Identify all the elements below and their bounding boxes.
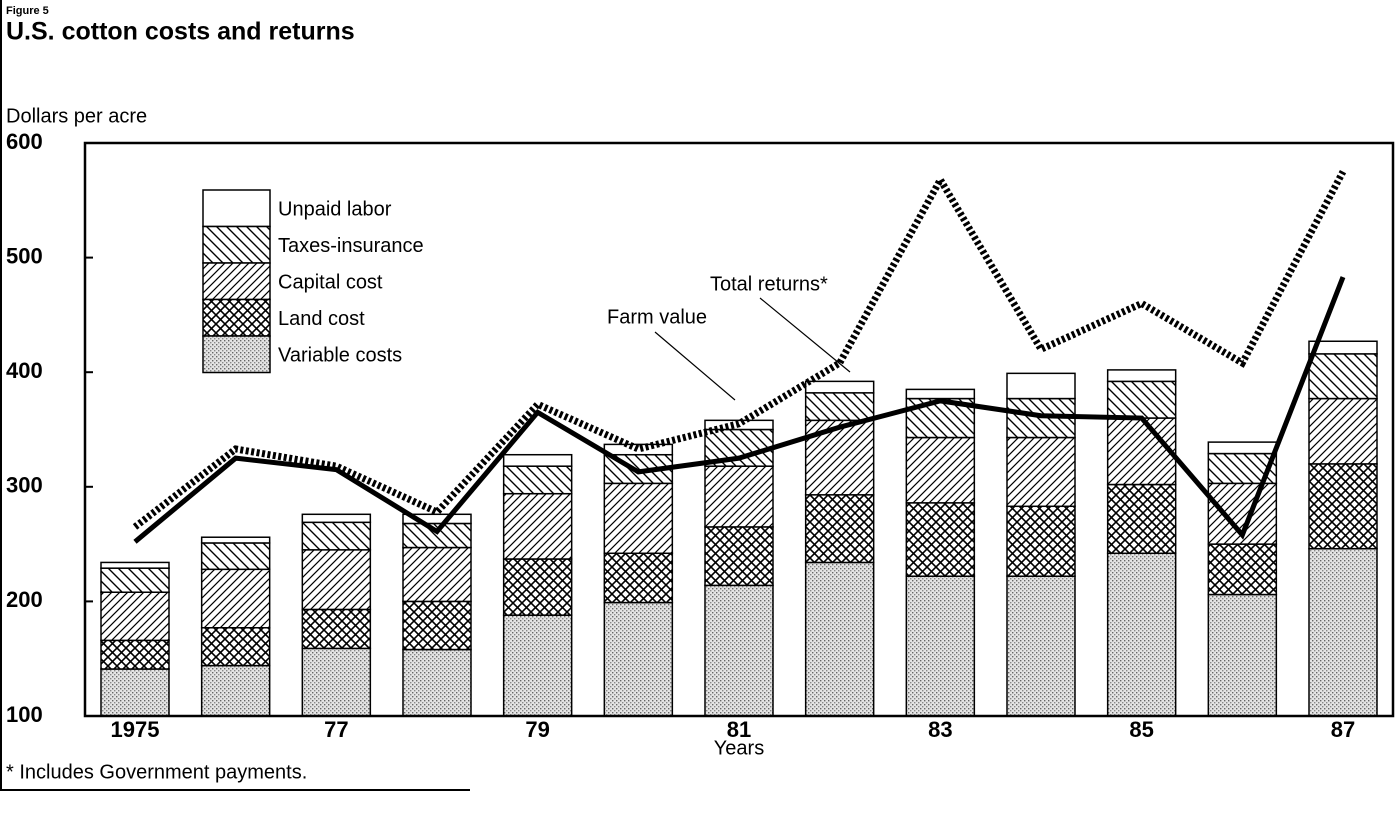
legend-label: Capital cost (278, 271, 383, 293)
y-axis-label: Dollars per acre (6, 105, 147, 127)
bar-segment (502, 492, 573, 560)
bar-segment (301, 549, 372, 611)
bar-segment (200, 664, 271, 717)
legend-swatch (202, 335, 271, 374)
bar-segment (1308, 340, 1378, 355)
x-tick-label: 83 (928, 717, 952, 742)
y-tick-label: 400 (6, 358, 43, 383)
bar-segment (804, 380, 875, 394)
legend-label: Variable costs (278, 344, 402, 366)
bar-segment (905, 575, 976, 717)
bar-segment (1006, 436, 1076, 508)
bar-segment (1106, 380, 1177, 419)
bar-segment (100, 639, 170, 670)
bar-segment (1106, 552, 1177, 717)
chart-title: U.S. cotton costs and returns (6, 18, 355, 46)
bar-segment (1207, 452, 1278, 485)
bar-segment (200, 627, 271, 667)
bar-segment (704, 465, 774, 528)
bar-segment (804, 392, 875, 422)
bar-segment (301, 647, 372, 717)
bar-segment (301, 513, 372, 524)
bar-segment (1308, 397, 1378, 465)
bar-segment (200, 542, 271, 571)
plot-frame (83, 141, 1395, 718)
bar-segment (402, 546, 472, 603)
bar-segment (200, 536, 271, 544)
bar-segment (905, 436, 976, 504)
legend-label: Unpaid labor (278, 198, 392, 220)
bar-segment (704, 526, 774, 587)
bar-segment (502, 558, 573, 616)
bar-segment (804, 419, 875, 496)
bar-segment (100, 591, 170, 642)
bar-segment (1006, 505, 1076, 577)
bar-segment (402, 600, 472, 651)
y-tick-label: 200 (6, 587, 43, 612)
legend-swatch (202, 225, 271, 264)
x-tick-label: 85 (1129, 717, 1153, 742)
bar-segment (804, 561, 875, 717)
y-tick-label: 100 (6, 702, 43, 727)
footnote: * Includes Government payments. (6, 761, 307, 783)
x-tick-label: 77 (324, 717, 348, 742)
annotation: Farm value (607, 306, 707, 328)
leader-line (654, 331, 736, 401)
annotation: Total returns* (710, 273, 828, 295)
bar-segment (301, 521, 372, 551)
bar-segment (100, 561, 170, 569)
bar-segment (100, 567, 170, 593)
bar-segment (905, 502, 976, 577)
figure-label: Figure 5 (6, 5, 49, 17)
legend-swatch (202, 189, 271, 228)
bar-segment (402, 513, 472, 525)
bar-segment (1207, 543, 1278, 596)
bar-segment (1207, 441, 1278, 455)
bar-segment (402, 648, 472, 717)
bar-segment (1308, 463, 1378, 550)
bar-segment (603, 601, 674, 717)
bar-segment (1207, 593, 1278, 717)
bar-segment (804, 494, 875, 564)
bar-segment (1308, 353, 1378, 400)
bar-segment (1006, 372, 1076, 400)
bar-segment (402, 522, 472, 549)
bar-segment (704, 584, 774, 717)
x-tick-label: 87 (1331, 717, 1355, 742)
bar-segment (1006, 575, 1076, 717)
bar-segment (502, 453, 573, 467)
legend-swatch (202, 262, 271, 301)
bar-segment (1308, 547, 1378, 717)
bar-segment (603, 552, 674, 604)
bar-segment (502, 465, 573, 495)
bar-segment (1106, 369, 1177, 383)
y-tick-label: 500 (6, 243, 43, 268)
bar-segment (1106, 417, 1177, 486)
y-tick-label: 300 (6, 473, 43, 498)
bar-segment (200, 568, 271, 629)
bar-segment (100, 668, 170, 717)
bar-segment (603, 482, 674, 555)
line-series (132, 170, 1347, 530)
legend-label: Taxes-insurance (278, 235, 424, 257)
x-axis-label: Years (714, 737, 764, 759)
x-tick-label: 79 (525, 717, 549, 742)
x-tick-label: 81 (727, 717, 751, 742)
x-tick-label: 1975 (111, 717, 160, 742)
legend-swatch (202, 298, 271, 337)
leader-line (759, 297, 851, 373)
legend-label: Land cost (278, 308, 365, 330)
bar-segment (502, 614, 573, 717)
bar-segment (905, 388, 976, 400)
bar-segment (301, 608, 372, 650)
y-tick-label: 600 (6, 129, 43, 154)
line-series (133, 276, 1346, 544)
bar-segment (1106, 483, 1177, 555)
